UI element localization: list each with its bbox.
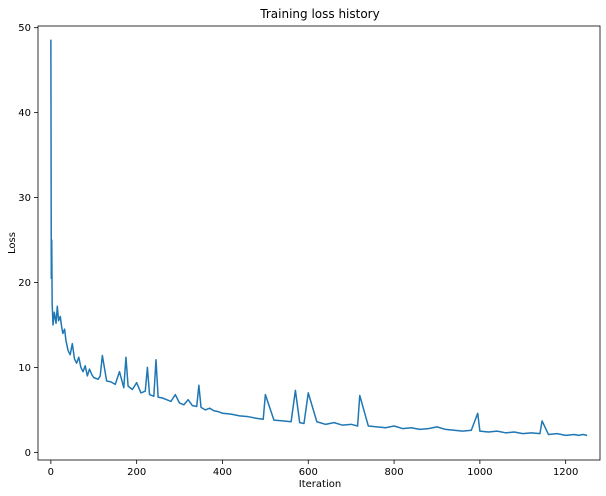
x-tick-label: 600 bbox=[299, 467, 318, 478]
x-tick-label: 400 bbox=[213, 467, 232, 478]
y-tick-label: 20 bbox=[18, 278, 31, 289]
y-axis-ticks: 0 10 20 30 40 50 bbox=[18, 23, 38, 459]
y-tick-label: 30 bbox=[18, 193, 31, 204]
y-tick-label: 10 bbox=[18, 363, 31, 374]
plot-area bbox=[50, 39, 588, 437]
x-axis-ticks: 0 200 400 600 800 1000 1200 bbox=[48, 460, 578, 478]
x-tick-label: 1000 bbox=[467, 467, 492, 478]
y-tick-label: 0 bbox=[25, 448, 31, 459]
y-tick-label: 50 bbox=[18, 23, 31, 34]
y-tick-label: 40 bbox=[18, 108, 31, 119]
x-tick-label: 1200 bbox=[553, 467, 578, 478]
plot-frame bbox=[37, 25, 601, 461]
x-axis-label: Iteration bbox=[299, 479, 341, 490]
loss-series-line bbox=[50, 39, 588, 437]
chart-title: Training loss history bbox=[259, 7, 379, 21]
y-axis-label: Loss bbox=[7, 232, 18, 254]
x-tick-label: 800 bbox=[385, 467, 404, 478]
x-tick-label: 0 bbox=[48, 467, 54, 478]
x-tick-label: 200 bbox=[127, 467, 146, 478]
